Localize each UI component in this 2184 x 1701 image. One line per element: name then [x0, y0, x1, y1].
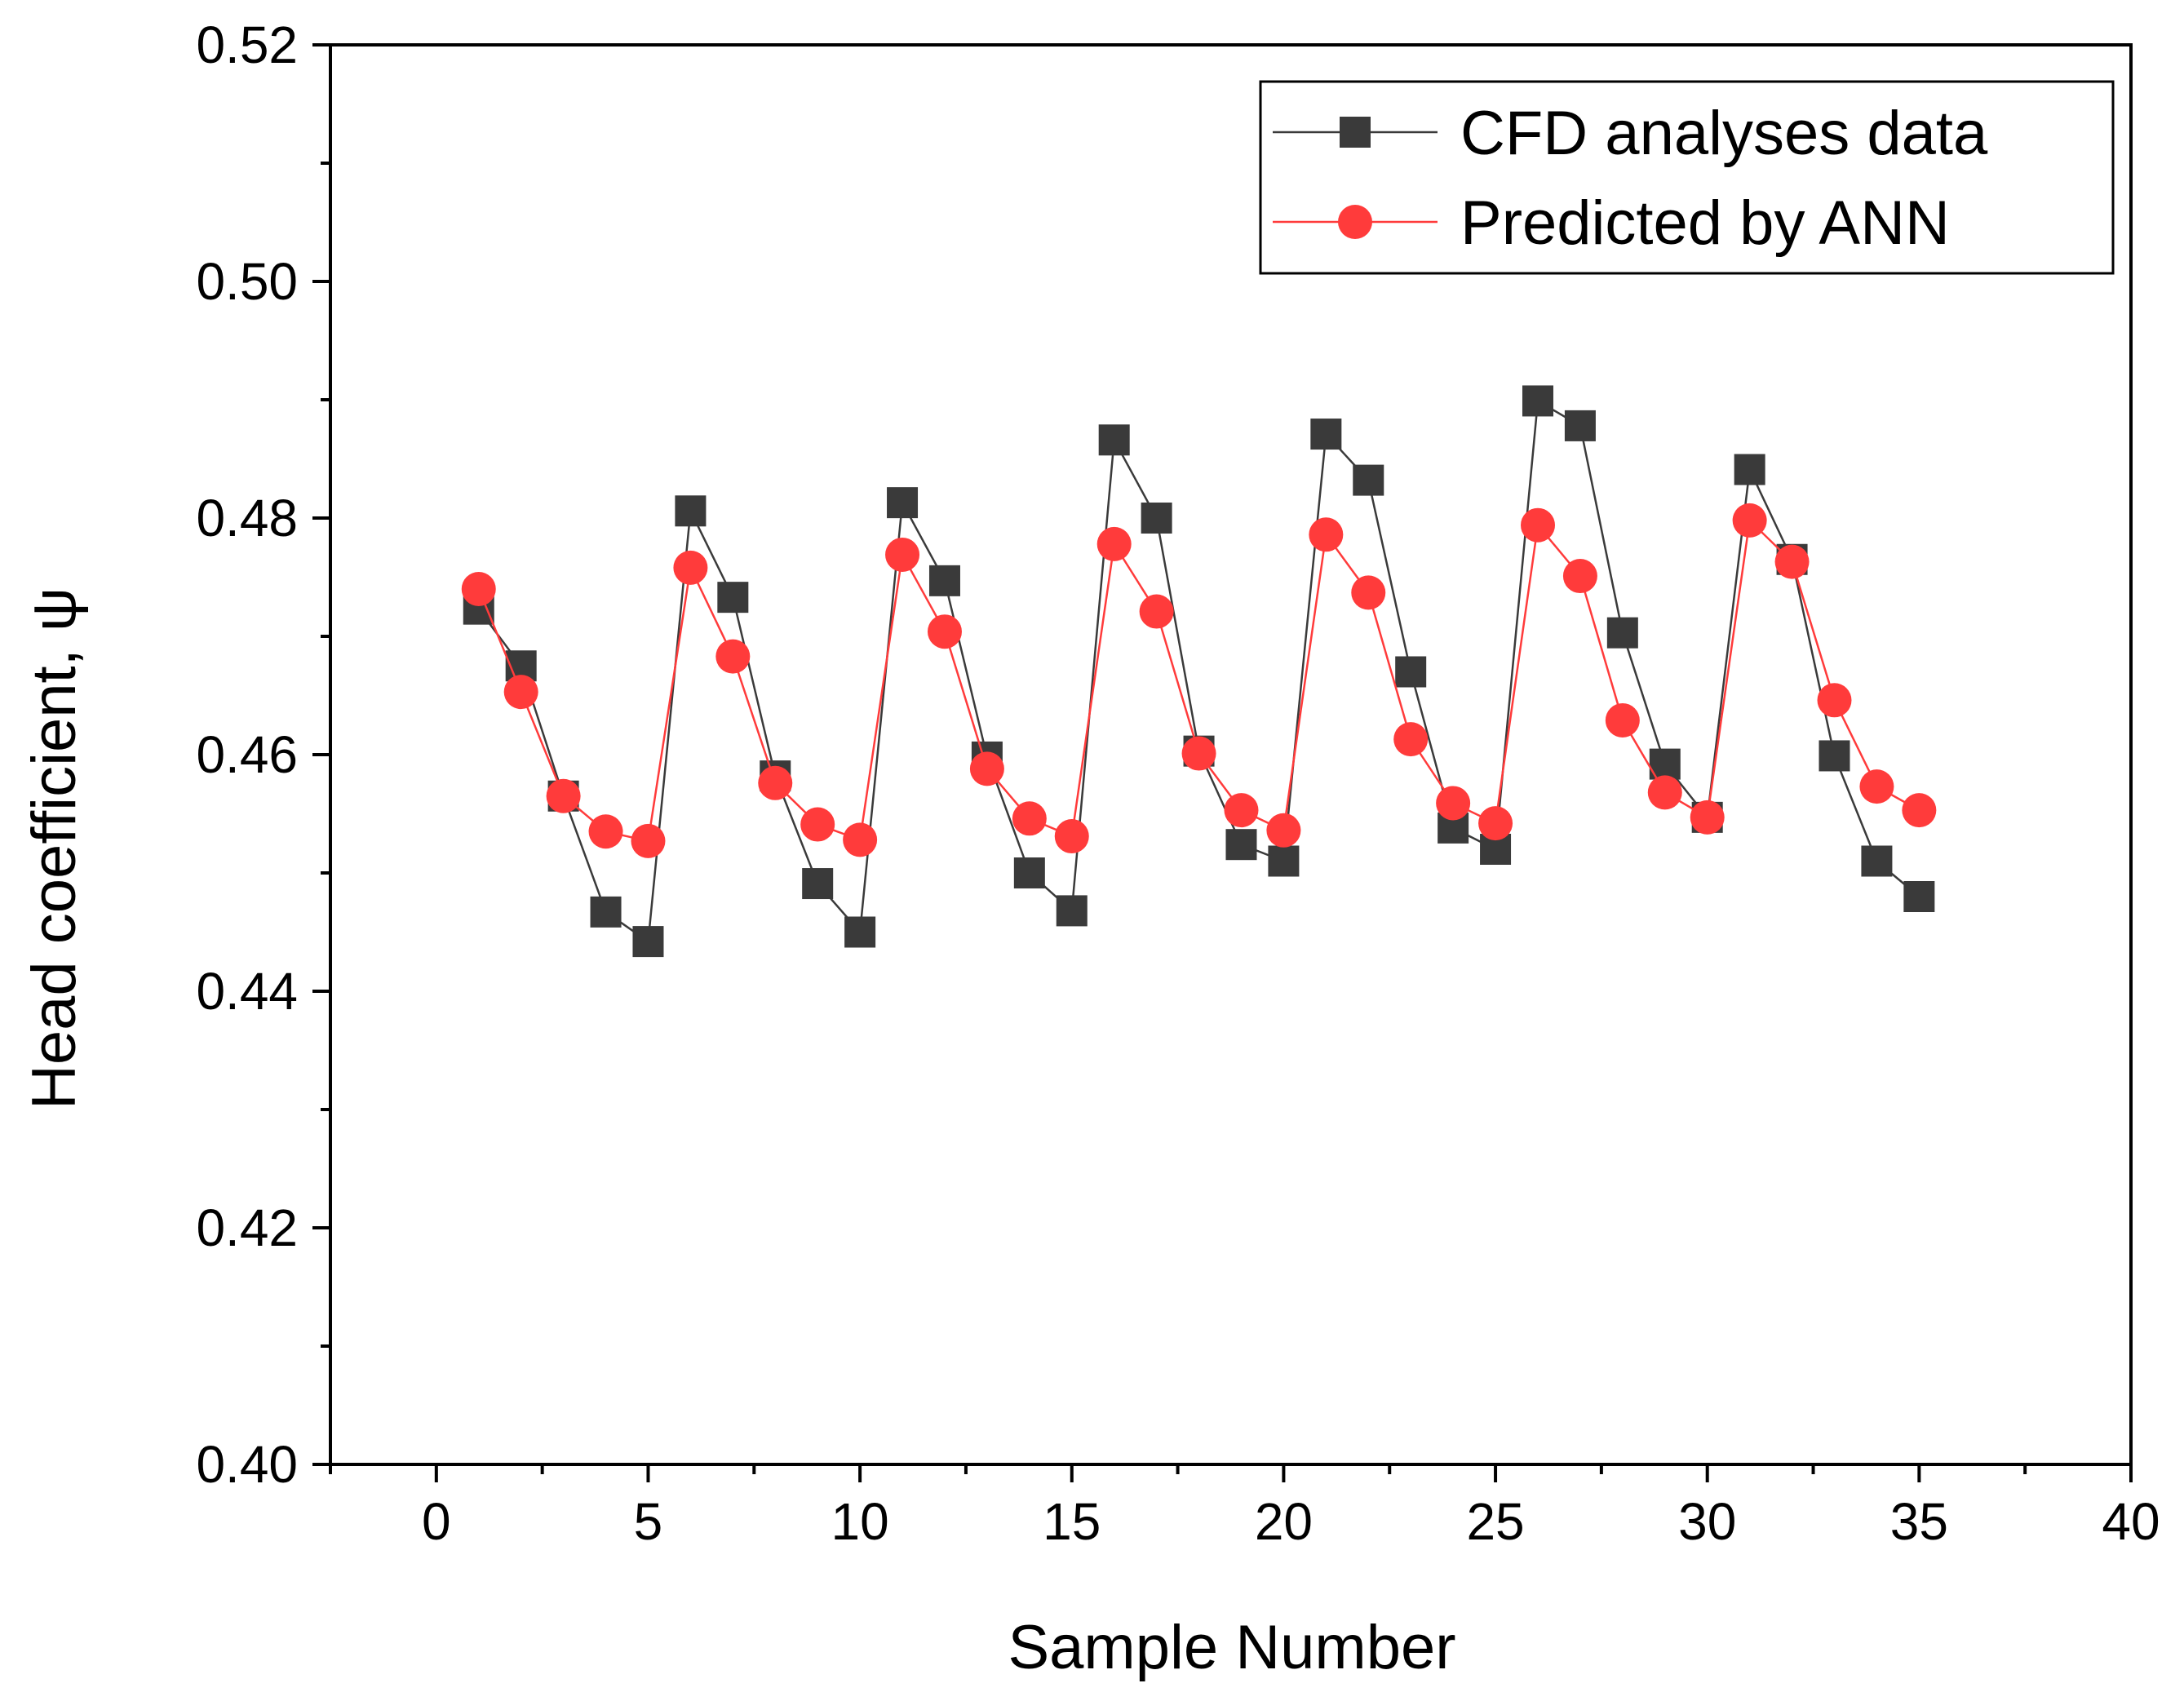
- y-tick-label: 0.50: [196, 252, 298, 311]
- data-point-cfd: [1013, 857, 1045, 888]
- x-tick-label: 20: [1255, 1492, 1313, 1551]
- data-point-cfd: [632, 926, 664, 958]
- data-point-ann: [1732, 503, 1767, 538]
- x-tick-label: 5: [634, 1492, 663, 1551]
- data-point-ann: [800, 807, 835, 842]
- data-point-cfd: [1522, 385, 1553, 417]
- data-point-ann: [1478, 806, 1513, 841]
- data-point-ann: [1859, 769, 1894, 804]
- data-point-cfd: [1903, 881, 1935, 912]
- y-tick-label: 0.42: [196, 1198, 298, 1257]
- data-point-ann: [1562, 559, 1597, 594]
- legend-box: [1259, 80, 2115, 275]
- data-point-ann: [885, 537, 920, 572]
- data-point-cfd: [590, 896, 622, 928]
- legend: CFD analyses data Predicted by ANN: [1259, 80, 2115, 275]
- data-point-cfd: [1225, 829, 1257, 861]
- data-point-cfd: [1268, 845, 1300, 877]
- data-point-ann: [1605, 702, 1640, 738]
- data-point-cfd: [1564, 410, 1596, 441]
- data-point-ann: [1309, 517, 1344, 552]
- x-axis-title: Sample Number: [1008, 1613, 1455, 1682]
- data-point-cfd: [1861, 845, 1893, 877]
- data-point-ann: [546, 778, 581, 813]
- x-tick-label: 35: [1890, 1492, 1948, 1551]
- data-point-ann: [1181, 736, 1216, 771]
- data-point-cfd: [1056, 895, 1088, 927]
- x-tick-label: 30: [1678, 1492, 1736, 1551]
- data-point-ann: [1012, 801, 1047, 836]
- x-tick-label: 40: [2102, 1492, 2160, 1551]
- data-point-cfd: [717, 582, 749, 614]
- legend-marker-ann: [1338, 205, 1372, 239]
- data-point-ann: [715, 639, 751, 674]
- x-tick-label: 25: [1466, 1492, 1524, 1551]
- data-point-cfd: [1141, 503, 1172, 534]
- data-point-cfd: [675, 495, 707, 527]
- data-point-ann: [1436, 786, 1471, 821]
- data-point-ann: [1690, 800, 1725, 835]
- data-point-cfd: [1098, 424, 1130, 456]
- data-point-ann: [1647, 775, 1682, 810]
- series-layer: [461, 385, 1937, 958]
- data-point-ann: [1054, 819, 1089, 854]
- y-tick-label: 0.40: [196, 1435, 298, 1494]
- x-tick-label: 10: [831, 1492, 889, 1551]
- data-point-ann: [1096, 526, 1132, 561]
- data-point-ann: [1139, 594, 1174, 629]
- data-point-cfd: [1310, 419, 1342, 450]
- y-tick-label: 0.44: [196, 962, 298, 1021]
- data-point-cfd: [887, 487, 919, 519]
- data-point-ann: [1393, 722, 1429, 757]
- data-point-cfd: [844, 916, 876, 948]
- data-point-ann: [631, 823, 666, 858]
- legend-marker-cfd: [1340, 117, 1371, 148]
- y-axis-title: Head coefficient, ψ: [20, 587, 89, 1110]
- data-point-ann: [927, 614, 962, 649]
- data-point-ann: [1224, 793, 1259, 828]
- data-point-ann: [969, 751, 1004, 786]
- data-point-ann: [461, 572, 496, 606]
- data-point-ann: [673, 550, 708, 585]
- data-point-ann: [758, 765, 793, 800]
- data-point-ann: [588, 814, 623, 849]
- data-point-ann: [1351, 575, 1386, 610]
- data-point-ann: [503, 675, 538, 710]
- data-point-ann: [1817, 683, 1852, 718]
- data-point-cfd: [1734, 454, 1765, 485]
- legend-label-ann: Predicted by ANN: [1460, 188, 1950, 258]
- data-point-cfd: [928, 565, 960, 596]
- data-point-cfd: [1819, 740, 1850, 772]
- x-tick-label: 0: [422, 1492, 451, 1551]
- data-point-ann: [1266, 813, 1301, 848]
- data-point-cfd: [1353, 464, 1384, 496]
- x-tick-label: 15: [1043, 1492, 1101, 1551]
- y-tick-label: 0.52: [196, 16, 298, 74]
- legend-label-cfd: CFD analyses data: [1460, 99, 1988, 168]
- data-point-cfd: [1606, 617, 1638, 649]
- y-tick-label: 0.46: [196, 725, 298, 784]
- data-point-ann: [1520, 507, 1555, 543]
- data-point-ann: [843, 822, 878, 857]
- axes-layer: 0 5 10 15 20 25 30 35 40 0.40 0.42 0.44 0.46 0.48 0.50…: [196, 16, 2160, 1551]
- data-point-cfd: [1395, 656, 1427, 688]
- y-tick-label: 0.48: [196, 489, 298, 547]
- data-point-ann: [1774, 544, 1810, 579]
- data-point-cfd: [802, 868, 834, 900]
- data-point-ann: [1902, 793, 1937, 828]
